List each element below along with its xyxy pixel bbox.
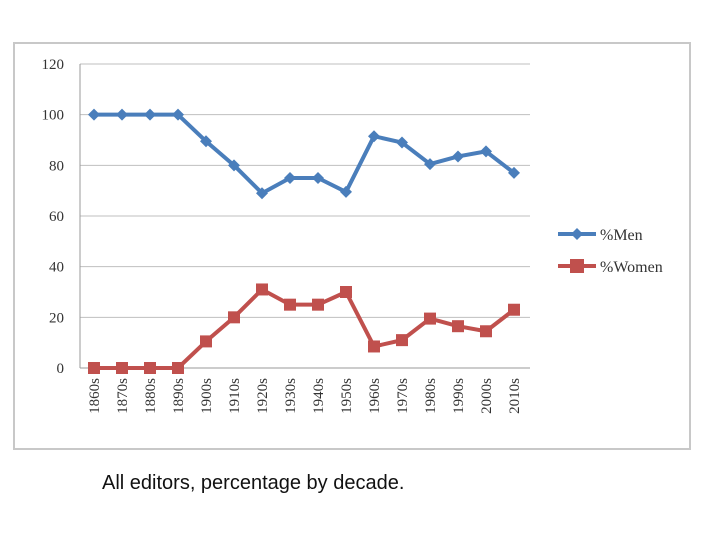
series-women: [88, 283, 520, 374]
data-point: [312, 172, 324, 184]
x-tick-label: 1960s: [367, 378, 383, 414]
y-tick-label: 60: [49, 209, 64, 225]
x-tick-label: 1990s: [451, 378, 467, 414]
data-point: [256, 187, 268, 200]
data-point: [228, 311, 240, 324]
x-tick-label: 1930s: [283, 378, 299, 414]
gridlines: [80, 63, 530, 318]
series-line: [94, 112, 516, 196]
y-axis: 0 20 40 60 80 100 120: [42, 57, 81, 377]
series-men: [88, 108, 520, 200]
y-tick-label: 40: [49, 260, 64, 276]
x-tick-label: 1980s: [423, 378, 439, 414]
data-point: [508, 166, 520, 179]
series-group: [88, 108, 520, 374]
legend-label: %Women: [600, 259, 663, 276]
data-point: [340, 185, 352, 198]
legend-marker: [570, 259, 584, 273]
data-point: [452, 320, 464, 333]
y-tick-label: 80: [49, 158, 64, 174]
x-tick-label: 1920s: [255, 378, 271, 414]
x-tick-label: 1910s: [227, 378, 243, 414]
data-point: [312, 298, 324, 311]
data-point: [508, 303, 520, 316]
x-tick-label: 1890s: [171, 378, 187, 414]
data-point: [172, 362, 184, 374]
legend-item-men: %Men: [558, 227, 643, 244]
data-point: [424, 312, 436, 325]
data-point: [228, 159, 240, 172]
x-tick-label: 1940s: [311, 378, 327, 414]
x-tick-label: 1870s: [115, 378, 131, 414]
x-tick-label: 2000s: [479, 378, 495, 414]
x-tick-label: 1900s: [199, 378, 215, 414]
data-point: [368, 340, 380, 353]
data-point: [144, 108, 156, 121]
chart-frame: [13, 42, 691, 450]
y-tick-label: 0: [57, 361, 65, 377]
x-axis: 1860s 1870s 1880s 1890s 1900s 1910s 1920s 1930s…: [80, 367, 530, 414]
data-point: [200, 335, 212, 348]
data-point: [88, 108, 100, 121]
data-point: [480, 325, 492, 338]
legend-item-women: %Women: [558, 259, 663, 276]
data-point: [368, 130, 380, 143]
data-point: [144, 362, 156, 374]
data-point: [116, 108, 128, 121]
x-tick-label: 1860s: [87, 378, 103, 414]
series-line: [94, 287, 516, 370]
data-point: [396, 334, 408, 347]
figure-caption: All editors, percentage by decade.: [102, 472, 405, 494]
data-point: [284, 298, 296, 311]
y-tick-label: 120: [42, 57, 65, 73]
data-point: [340, 286, 352, 298]
y-tick-label: 100: [42, 108, 65, 124]
data-point: [424, 158, 436, 171]
legend-label: %Men: [600, 227, 643, 244]
data-point: [396, 136, 408, 149]
x-tick-label: 2010s: [507, 378, 523, 414]
legend: %Men %Women: [558, 227, 663, 276]
x-tick-label: 1970s: [395, 378, 411, 414]
y-tick-label: 20: [49, 310, 64, 326]
data-point: [256, 283, 268, 296]
data-point: [452, 150, 464, 163]
x-tick-label: 1950s: [339, 378, 355, 414]
x-tick-label: 1880s: [143, 378, 159, 414]
data-point: [116, 362, 128, 374]
data-point: [172, 108, 184, 121]
data-point: [480, 145, 492, 158]
data-point: [284, 172, 296, 184]
data-point: [88, 362, 100, 374]
data-point: [200, 135, 212, 148]
legend-marker: [571, 228, 583, 240]
